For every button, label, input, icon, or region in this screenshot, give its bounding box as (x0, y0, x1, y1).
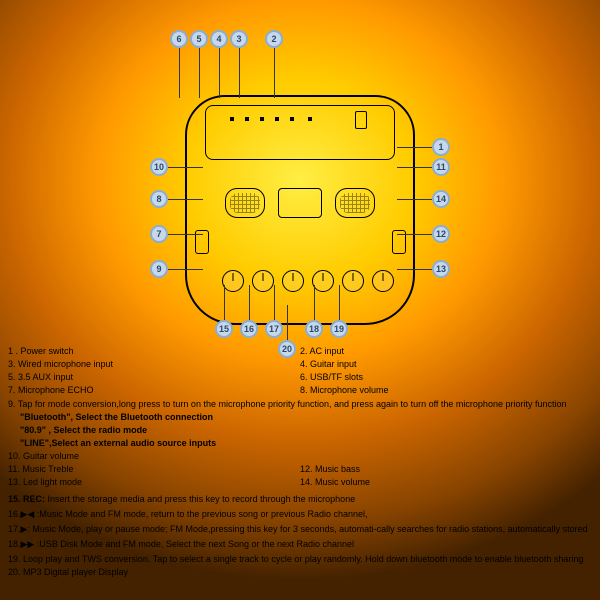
leader-line (397, 234, 432, 235)
leader-line (397, 199, 432, 200)
leader-line (224, 285, 225, 320)
device-diagram (160, 55, 440, 335)
control-knob (372, 270, 394, 292)
port (260, 117, 264, 121)
control-knob (252, 270, 274, 292)
callout-11: 11 (432, 158, 450, 176)
leader-line (397, 147, 432, 148)
leader-line (179, 48, 180, 98)
control-knob (342, 270, 364, 292)
callout-6: 6 (170, 30, 188, 48)
item-18: 18.▶▶ :USB Disk Mode and FM mode, Select… (8, 538, 592, 550)
speaker-grille-right (335, 188, 375, 218)
leader-line (168, 269, 203, 270)
callout-8: 8 (150, 190, 168, 208)
item-20: 20. MP3 Digital player Display (8, 566, 592, 578)
control-knob (282, 270, 304, 292)
item-15: 15. REC: 15. REC: Insert the storage med… (8, 493, 592, 505)
item-2: 2. AC input (300, 345, 592, 357)
port (275, 117, 279, 121)
callout-5: 5 (190, 30, 208, 48)
callout-15: 15 (215, 320, 233, 338)
leader-line (339, 285, 340, 320)
control-knob (312, 270, 334, 292)
callout-1: 1 (432, 138, 450, 156)
callout-7: 7 (150, 225, 168, 243)
leader-line (274, 285, 275, 320)
leader-line (199, 48, 200, 98)
leader-line (287, 305, 288, 340)
item-4: 4. Guitar input (300, 358, 592, 370)
leader-line (397, 167, 432, 168)
callout-18: 18 (305, 320, 323, 338)
item-5: 5. 3.5 AUX input (8, 371, 300, 383)
port (290, 117, 294, 121)
item-3: 3. Wired microphone input (8, 358, 300, 370)
callout-19: 19 (330, 320, 348, 338)
callout-3: 3 (230, 30, 248, 48)
item-10: 10. Guitar volume (8, 450, 592, 462)
legend-text: 1 . Power switch2. AC input 3. Wired mic… (8, 345, 592, 579)
port (308, 117, 312, 121)
center-display (278, 188, 322, 218)
port (245, 117, 249, 121)
item-9a: "Bluetooth", Select the Bluetooth connec… (8, 411, 592, 423)
item-9: 9. Tap for mode conversion,long press to… (8, 398, 592, 410)
item-7: 7. Microphone ECHO (8, 384, 300, 396)
item-9c: "LINE",Select an external audio source i… (8, 437, 592, 449)
leader-line (274, 48, 275, 98)
leader-line (168, 234, 203, 235)
callout-9: 9 (150, 260, 168, 278)
callout-4: 4 (210, 30, 228, 48)
port (230, 117, 234, 121)
leader-line (397, 269, 432, 270)
callout-10: 10 (150, 158, 168, 176)
item-12: 12. Music bass (300, 463, 592, 475)
item-13: 13. Led light mode (8, 476, 300, 488)
item-16: 16.▶◀ :Music Mode and FM mode, return to… (8, 508, 592, 520)
callout-2: 2 (265, 30, 283, 48)
leader-line (168, 199, 203, 200)
item-6: 6. USB/TF slots (300, 371, 592, 383)
callout-14: 14 (432, 190, 450, 208)
item-1: 1 . Power switch (8, 345, 300, 357)
leader-line (219, 48, 220, 98)
control-knob (222, 270, 244, 292)
leader-line (239, 48, 240, 98)
leader-line (168, 167, 203, 168)
item-19: 19. Loop play and TWS conversion. Tap to… (8, 553, 592, 565)
item-11: 11. Music Treble (8, 463, 300, 475)
item-8: 8. Microphone volume (300, 384, 592, 396)
item-9b: "80.9" , Select the radio mode (8, 424, 592, 436)
item-17: 17.▶: Music Mode, play or pause mode; FM… (8, 523, 592, 535)
usb-slot (355, 111, 367, 129)
callout-16: 16 (240, 320, 258, 338)
callout-13: 13 (432, 260, 450, 278)
speaker-grille-left (225, 188, 265, 218)
item-14: 14. Music volume (300, 476, 592, 488)
callout-17: 17 (265, 320, 283, 338)
leader-line (249, 285, 250, 320)
callout-12: 12 (432, 225, 450, 243)
leader-line (314, 285, 315, 320)
